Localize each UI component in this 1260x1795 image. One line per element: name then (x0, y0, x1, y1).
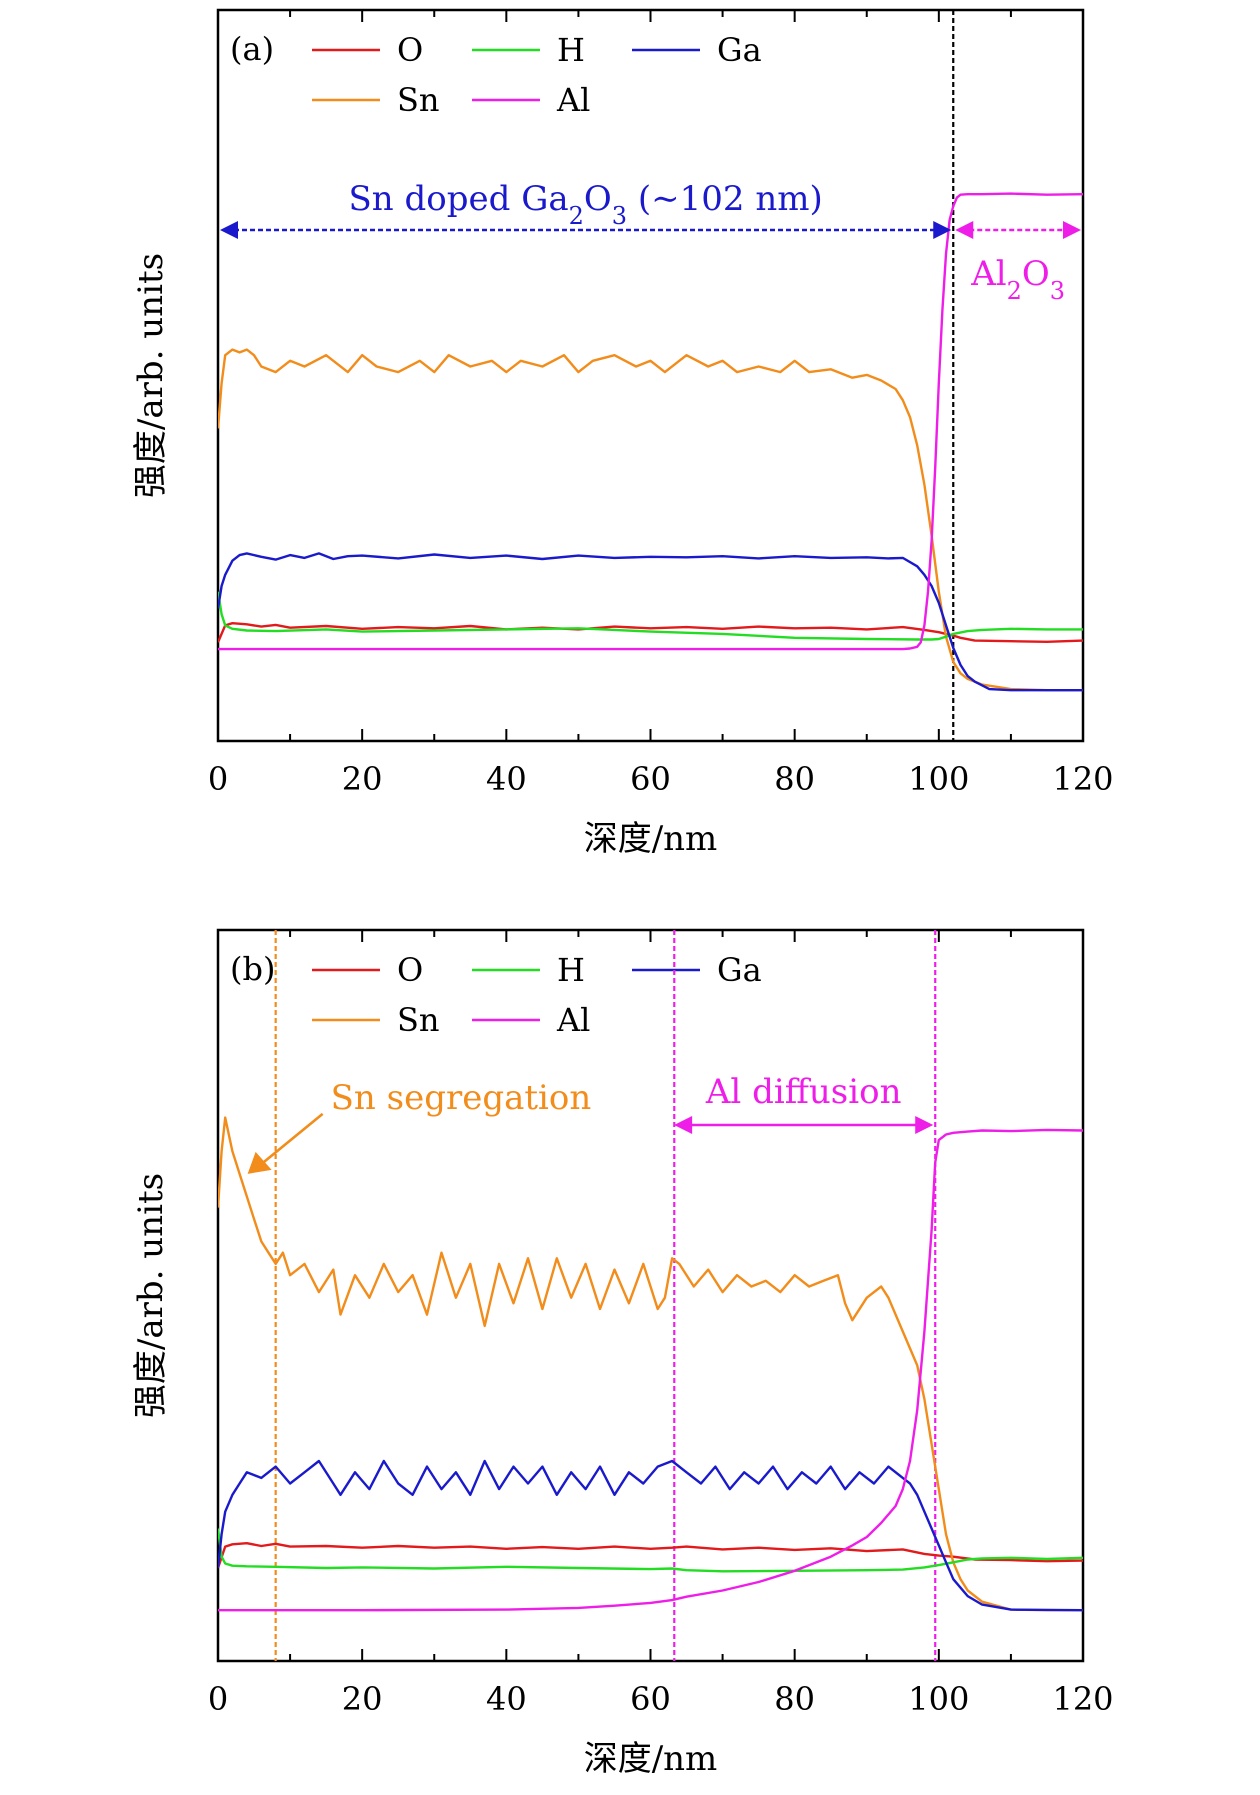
legend-label: Al (556, 1001, 590, 1039)
region-label: Al2O3 (970, 254, 1065, 305)
annotation-label: Sn segregation (331, 1078, 592, 1118)
x-axis-title: 深度/nm (584, 819, 718, 859)
legend-label: Ga (717, 31, 762, 69)
legend-item-ga: Ga (632, 31, 762, 69)
legend-item-al: Al (472, 1001, 590, 1039)
x-tick-label: 80 (774, 760, 815, 798)
arrow-head-left (955, 221, 974, 239)
series-line-ga (218, 552, 1083, 692)
x-tick-label: 100 (908, 1680, 969, 1718)
legend-label: Al (556, 81, 590, 119)
arrow-head-left (220, 221, 238, 239)
x-tick-label: 0 (208, 1680, 228, 1718)
chart-panel-b: 0 20 40 60 80 100 120 深度/nm 强度/arb. units (b) O H Ga… (131, 928, 1114, 1779)
x-tick-label: 60 (630, 1680, 671, 1718)
x-tick-label: 40 (486, 1680, 527, 1718)
region-label: Al diffusion (705, 1072, 902, 1112)
legend-item-o: O (312, 951, 423, 989)
legend-item-ga: Ga (632, 951, 762, 989)
y-axis-title: 强度/arb. units (131, 253, 171, 498)
legend-item-h: H (472, 31, 585, 69)
series-line-h (218, 1528, 1083, 1573)
x-axis-title: 深度/nm (584, 1739, 718, 1779)
series-line-sn (218, 1116, 1083, 1612)
x-tick-label: 0 (208, 760, 228, 798)
region-annotation: Al diffusion (674, 1072, 934, 1134)
series-line-al (218, 192, 1083, 651)
arrow-head-right (915, 1116, 934, 1134)
legend-item-o: O (312, 31, 423, 69)
x-tick-label: 120 (1052, 1680, 1113, 1718)
x-tick-label: 120 (1052, 760, 1113, 798)
y-axis-title: 强度/arb. units (131, 1173, 171, 1418)
series-line-h (218, 591, 1083, 641)
legend-item-h: H (472, 951, 585, 989)
region-label: Sn doped Ga2O3 (∼102 nm) (349, 179, 823, 230)
legend-label: Sn (397, 1001, 440, 1039)
series-line-sn (218, 348, 1083, 692)
point-annotation: Sn segregation (247, 1078, 592, 1174)
legend: O H Ga Sn Al (312, 31, 762, 119)
legend-label: Ga (717, 951, 762, 989)
legend: O H Ga Sn Al (312, 951, 762, 1039)
legend-label: H (557, 951, 585, 989)
annotation-arrow-shaft (260, 1112, 324, 1165)
x-tick-label: 20 (342, 1680, 383, 1718)
legend-item-sn: Sn (312, 81, 440, 119)
x-tick-label: 20 (342, 760, 383, 798)
x-axis: 0 20 40 60 80 100 120 (208, 930, 1114, 1718)
x-axis: 0 20 40 60 80 100 120 (208, 10, 1114, 798)
x-tick-label: 80 (774, 1680, 815, 1718)
arrow-head-right (933, 221, 952, 239)
legend-item-sn: Sn (312, 1001, 440, 1039)
panel-label: (a) (230, 30, 274, 68)
x-tick-label: 40 (486, 760, 527, 798)
x-tick-label: 100 (908, 760, 969, 798)
region-annotation: Sn doped Ga2O3 (∼102 nm) (220, 179, 952, 239)
region-annotation: Al2O3 (955, 221, 1081, 305)
legend-label: H (557, 31, 585, 69)
x-tick-label: 60 (630, 760, 671, 798)
series-line-ga (218, 1459, 1083, 1612)
series-group (218, 192, 1083, 692)
legend-label: Sn (397, 81, 440, 119)
legend-label: O (397, 31, 423, 69)
annotation-arrow-head (247, 1151, 272, 1174)
series-line-o (218, 1542, 1083, 1569)
series-group (218, 1116, 1083, 1612)
legend-item-al: Al (472, 81, 590, 119)
panel-label: (b) (230, 950, 275, 988)
chart-panel-a: 0 20 40 60 80 100 120 深度/nm 强度/arb. units (a) O H Ga… (131, 8, 1114, 859)
arrow-head-left (674, 1116, 693, 1134)
legend-label: O (397, 951, 423, 989)
arrow-head-right (1063, 221, 1081, 239)
series-line-al (218, 1128, 1083, 1612)
